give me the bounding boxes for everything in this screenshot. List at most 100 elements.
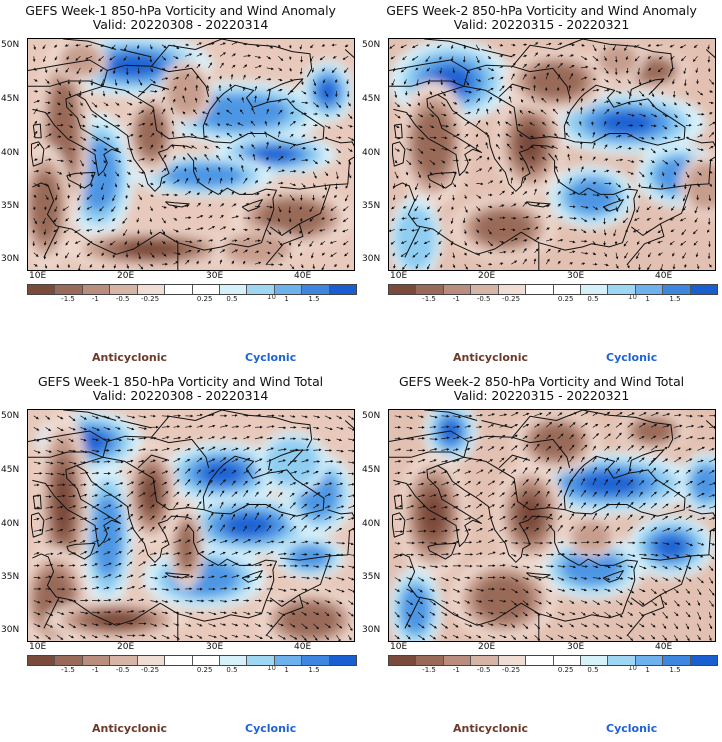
color-scale-tick-label: -1 [452, 666, 460, 674]
wind-arrow [301, 101, 309, 105]
wind-arrow [333, 229, 337, 232]
wind-arrow [266, 88, 272, 92]
lat-label-35n: 35N [1, 201, 20, 211]
color-scale-tick-label: 0.25 [196, 666, 213, 674]
scale-factor-note: 10 [628, 664, 637, 672]
wind-arrow [184, 64, 190, 69]
scale-factor-note: 10 [267, 293, 276, 301]
wind-arrow [74, 229, 81, 233]
wind-arrow [86, 217, 93, 221]
lon-label-10e: 10E [29, 271, 47, 281]
wind-arrow [65, 67, 70, 73]
anticyclonic-region [685, 161, 715, 211]
wind-arrow [254, 250, 260, 254]
wind-arrow [324, 113, 330, 117]
anticyclonic-region [176, 522, 197, 571]
wind-arrow [112, 194, 116, 202]
wind-arrow [33, 169, 40, 173]
wind-arrow [627, 147, 632, 150]
wind-arrow [33, 108, 38, 115]
cyclonic-label: Cyclonic [606, 722, 658, 735]
wind-arrow [56, 90, 62, 95]
wind-arrow [183, 156, 186, 161]
wind-arrow [347, 160, 351, 165]
wind-arrow [126, 79, 129, 85]
wind-arrow [436, 44, 442, 49]
wind-arrow [309, 240, 314, 247]
wind-arrow [266, 217, 272, 221]
color-scale-swatch [274, 656, 303, 665]
color-scale-swatch [82, 285, 111, 294]
wind-arrow [76, 67, 81, 75]
anticyclonic-region [421, 493, 446, 537]
wind-arrow [33, 143, 40, 149]
coastline [28, 80, 104, 87]
wind-arrow [342, 240, 349, 246]
wind-arrow [64, 44, 69, 47]
color-scale-tick-label: -0.5 [476, 295, 491, 303]
color-scale-ticks: -1.5 -1 -0.5 -0.25 0.25 0.5 1 1.5 [388, 666, 718, 676]
wind-arrow [310, 252, 314, 259]
wind-arrow [196, 63, 201, 69]
wind-arrow [196, 177, 200, 184]
wind-arrow [161, 217, 166, 224]
wind-arrow [208, 62, 212, 69]
anticyclonic-region [165, 66, 208, 117]
wind-arrow [592, 44, 597, 52]
panel-week2-total: GEFS Week-2 850-hPa Vorticity and Wind T… [361, 371, 722, 742]
wind-arrow [299, 206, 303, 211]
wind-arrow [278, 145, 282, 149]
wind-arrow [298, 240, 302, 247]
coastline [629, 78, 665, 99]
wind-arrow [312, 79, 317, 87]
wind-arrow [321, 252, 326, 256]
color-scale-swatch [416, 656, 444, 665]
color-scale-tick-label: -0.25 [501, 666, 521, 674]
wind-arrow [170, 107, 174, 115]
color-scale-swatch [498, 285, 527, 294]
wind-arrow [266, 108, 269, 115]
wind-arrow [243, 54, 251, 58]
wind-arrow [80, 160, 84, 167]
wind-arrow [330, 252, 337, 257]
panel-valid-dates: Valid: 20220315 - 20220321 [453, 388, 630, 403]
cyclonic-region [318, 80, 337, 103]
wind-arrow [54, 44, 58, 48]
lon-label-10e: 10E [390, 642, 408, 652]
coastline [31, 141, 45, 167]
wind-arrow [113, 264, 117, 269]
wind-arrow [80, 136, 87, 141]
color-scale-swatch [443, 285, 472, 294]
wind-arrow [173, 575, 180, 579]
wind-arrow [300, 264, 304, 269]
color-scale-swatch [110, 285, 138, 294]
wind-arrow [277, 206, 282, 213]
wind-arrow [98, 56, 104, 62]
wind-arrow [231, 53, 236, 57]
wind-arrow [68, 171, 72, 178]
wind-arrow [150, 158, 155, 162]
wind-arrow [332, 55, 337, 59]
wind-arrow [313, 90, 317, 95]
wind-arrow [172, 98, 176, 103]
wind-arrow [149, 44, 153, 50]
wind-arrow [45, 79, 50, 84]
anticyclonic-label: Anticyclonic [92, 351, 168, 364]
lat-label-50n: 50N [1, 40, 20, 50]
wind-arrow [206, 167, 210, 172]
cyclonic-region [224, 514, 273, 537]
wind-arrow [114, 90, 118, 95]
wind-arrow [289, 263, 295, 270]
wind-arrow [278, 109, 283, 115]
wind-arrow [196, 42, 203, 46]
color-scale-swatch [28, 285, 56, 294]
wind-arrow [91, 148, 97, 152]
wind-arrow [266, 56, 272, 60]
wind-arrow [161, 108, 166, 115]
color-scale-swatch [219, 285, 248, 294]
anticyclonic-region [142, 476, 161, 512]
wind-arrow [331, 67, 337, 74]
wind-arrow [206, 84, 210, 92]
wind-arrow [77, 264, 81, 270]
wind-arrow [264, 131, 268, 138]
